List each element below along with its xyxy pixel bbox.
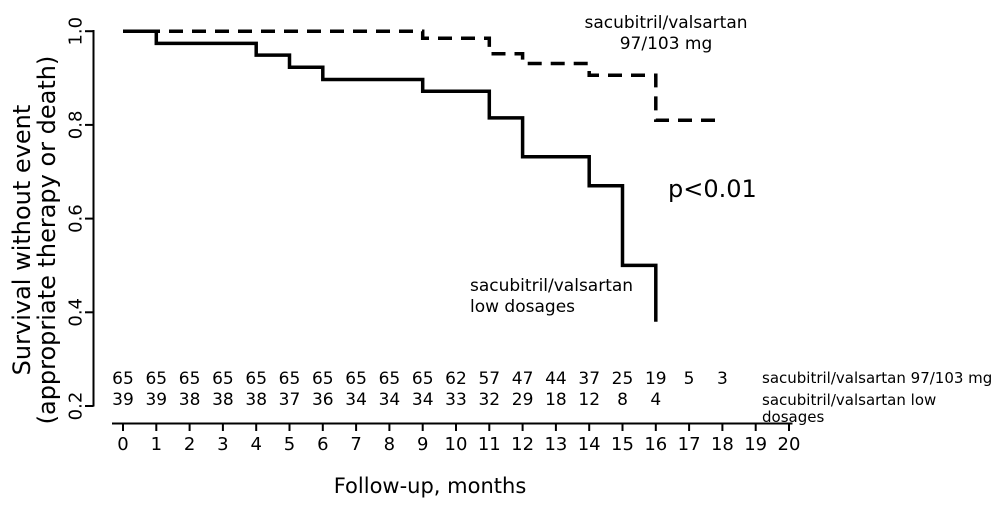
x-tick-label: 16 (644, 434, 667, 455)
at-risk-value: 33 (445, 390, 467, 410)
x-tick-label: 18 (711, 434, 734, 455)
at-risk-row1-label: sacubitril/valsartan 97/103 mg (762, 369, 993, 387)
at-risk-value: 34 (345, 390, 367, 410)
x-axis-title: Follow-up, months (333, 474, 527, 498)
x-tick-label: 17 (678, 434, 701, 455)
x-tick-label: 12 (511, 434, 534, 455)
solid-series-annotation-line1: sacubitril/valsartan (470, 276, 634, 296)
at-risk-value: 25 (612, 369, 634, 389)
x-tick-label: 19 (744, 434, 767, 455)
y-axis-title-line2: (appropriate therapy or death) (33, 55, 61, 425)
solid-series-annotation: sacubitril/valsartan low dosages (470, 276, 690, 318)
at-risk-value: 47 (512, 369, 534, 389)
y-axis-title: Survival without event (appropriate ther… (8, 25, 62, 455)
x-tick-label: 5 (284, 434, 295, 455)
at-risk-value: 38 (179, 390, 201, 410)
x-tick-label: 2 (184, 434, 195, 455)
at-risk-value: 65 (345, 369, 367, 389)
y-axis-title-line1: Survival without event (8, 104, 36, 376)
y-tick-label: 1.0 (66, 17, 87, 46)
at-risk-value: 36 (312, 390, 334, 410)
x-tick-label: 3 (217, 434, 228, 455)
at-risk-value: 44 (545, 369, 567, 389)
x-tick-label: 6 (317, 434, 328, 455)
x-tick-label: 11 (478, 434, 501, 455)
y-tick-label: 0.4 (66, 298, 87, 327)
at-risk-value: 4 (650, 390, 661, 410)
at-risk-value: 38 (245, 390, 267, 410)
x-tick-label: 0 (117, 434, 128, 455)
at-risk-value: 37 (578, 369, 600, 389)
at-risk-value: 5 (684, 369, 695, 389)
x-tick-label: 13 (544, 434, 567, 455)
at-risk-value: 65 (279, 369, 301, 389)
dashed-series-annotation-line1: sacubitril/valsartan (584, 13, 748, 33)
at-risk-value: 65 (179, 369, 201, 389)
x-tick-label: 20 (778, 434, 801, 455)
at-risk-value: 65 (212, 369, 234, 389)
at-risk-value: 8 (617, 390, 628, 410)
at-risk-value: 12 (578, 390, 600, 410)
solid-survival-curve (123, 29, 658, 322)
dashed-survival-curve (123, 29, 723, 122)
at-risk-value: 39 (112, 390, 134, 410)
at-risk-value: 65 (312, 369, 334, 389)
dashed-series-annotation-line2: 97/103 mg (619, 34, 713, 54)
at-risk-value: 62 (445, 369, 467, 389)
at-risk-value: 3 (717, 369, 728, 389)
x-tick-label: 10 (445, 434, 468, 455)
x-tick-label: 8 (384, 434, 395, 455)
at-risk-value: 32 (478, 390, 500, 410)
at-risk-value: 34 (412, 390, 434, 410)
x-tick-label: 1 (151, 434, 162, 455)
at-risk-value: 29 (512, 390, 534, 410)
at-risk-value: 65 (145, 369, 167, 389)
x-tick-label: 14 (578, 434, 601, 455)
at-risk-value: 18 (545, 390, 567, 410)
at-risk-value: 19 (645, 369, 667, 389)
at-risk-value: 38 (212, 390, 234, 410)
y-tick-label: 0.6 (66, 204, 87, 233)
at-risk-value: 65 (112, 369, 134, 389)
dashed-series-annotation: sacubitril/valsartan 97/103 mg (526, 13, 806, 55)
at-risk-value: 65 (412, 369, 434, 389)
at-risk-row2-label: sacubitril/valsartan low dosages (762, 391, 937, 426)
x-tick-label: 9 (417, 434, 428, 455)
solid-series-annotation-line2: low dosages (470, 297, 576, 317)
at-risk-value: 39 (145, 390, 167, 410)
p-value-annotation: p<0.01 (668, 175, 757, 203)
y-tick-label: 0.8 (66, 111, 87, 140)
at-risk-value: 57 (478, 369, 500, 389)
at-risk-value: 34 (379, 390, 401, 410)
at-risk-value: 37 (279, 390, 301, 410)
x-tick-label: 15 (611, 434, 634, 455)
x-tick-label: 7 (350, 434, 361, 455)
y-tick-label: 0.2 (66, 392, 87, 421)
at-risk-value: 65 (245, 369, 267, 389)
x-tick-label: 4 (250, 434, 261, 455)
at-risk-value: 65 (379, 369, 401, 389)
